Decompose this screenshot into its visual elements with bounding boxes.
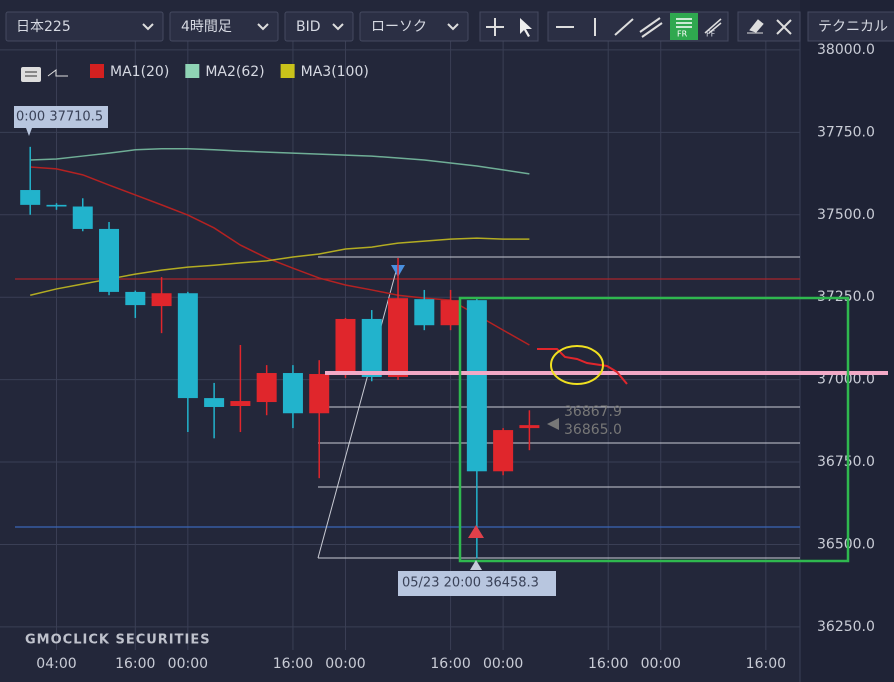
overlay: 0:00 37710.5 05/23 20:00 36458.3 36867.9… <box>14 106 888 648</box>
candle-body <box>256 373 277 403</box>
svg-text:FF: FF <box>706 30 716 39</box>
x-tick-label: 16:00 <box>430 656 470 672</box>
x-tick-label: 16:00 <box>746 656 786 672</box>
ma-line <box>30 166 530 346</box>
symbol: 日本225 <box>16 19 71 35</box>
interval-select[interactable] <box>169 11 279 42</box>
drawings <box>15 256 800 559</box>
symbol-select[interactable] <box>5 11 164 42</box>
x-tick-label: 00:00 <box>483 656 523 672</box>
technical-button[interactable] <box>807 11 894 42</box>
candle-body <box>414 299 435 326</box>
candle-body <box>309 374 330 414</box>
legend-swatch <box>185 64 200 78</box>
price-type: BID <box>296 19 321 35</box>
candle-body <box>46 204 67 207</box>
svg-text:FR: FR <box>677 30 688 39</box>
candle-body <box>20 190 41 205</box>
low-label: 05/23 20:00 36458.3 <box>402 576 539 591</box>
draw-tools[interactable] <box>547 11 729 42</box>
candle-body <box>230 401 251 406</box>
candle-body <box>388 298 409 377</box>
logo: GMOCLICK SECURITIES <box>25 633 211 648</box>
y-tick-label: 36750.0 <box>817 454 875 470</box>
x-tick-label: 16:00 <box>588 656 628 672</box>
legend-label: MA1(20) <box>110 64 169 80</box>
chart-style: ローソク <box>371 19 427 35</box>
y-tick-label: 38000.0 <box>817 42 875 58</box>
y-tick-label: 36500.0 <box>817 536 875 552</box>
y-tick-label: 37500.0 <box>817 207 875 223</box>
x-tick-label: 04:00 <box>36 656 76 672</box>
x-tick-label: 16:00 <box>273 656 313 672</box>
candle-body <box>72 206 93 229</box>
legend-label: MA3(100) <box>301 64 369 80</box>
y-tick-label: 37750.0 <box>817 124 875 140</box>
candle-body <box>177 293 198 399</box>
high-label: 0:00 37710.5 <box>16 110 103 125</box>
candle-body <box>440 300 461 326</box>
style-select[interactable] <box>359 11 469 42</box>
y-tick-label: 37000.0 <box>817 372 875 388</box>
legend-swatch <box>280 64 295 78</box>
x-tick-label: 00:00 <box>325 656 365 672</box>
x-tick-label: 00:00 <box>641 656 681 672</box>
toolbar: 日本225 4時間足 BID ローソク FR FF テクニカル <box>5 11 894 42</box>
price-type-select[interactable] <box>284 11 354 42</box>
x-tick-label: 16:00 <box>115 656 155 672</box>
erase-tools[interactable] <box>737 11 801 42</box>
candle-body <box>99 228 120 292</box>
candle-body <box>361 318 382 377</box>
ask-label: 36867.9 <box>564 404 622 420</box>
legend-swatch <box>90 64 104 78</box>
candle-body <box>335 318 356 375</box>
interval: 4時間足 <box>181 19 232 35</box>
candle-body <box>204 398 225 407</box>
candle-body <box>125 291 146 306</box>
legend-label: MA2(62) <box>205 64 264 80</box>
x-tick-label: 00:00 <box>168 656 208 672</box>
candle-body <box>493 430 514 472</box>
candle-body <box>466 300 487 472</box>
y-tick-label: 36250.0 <box>817 619 875 635</box>
candle-body <box>282 373 303 414</box>
ma-line <box>30 148 530 175</box>
candle-body <box>151 293 172 307</box>
bid-label: 36865.0 <box>564 422 622 438</box>
candle-body <box>519 425 540 429</box>
technical: テクニカル <box>818 19 888 35</box>
